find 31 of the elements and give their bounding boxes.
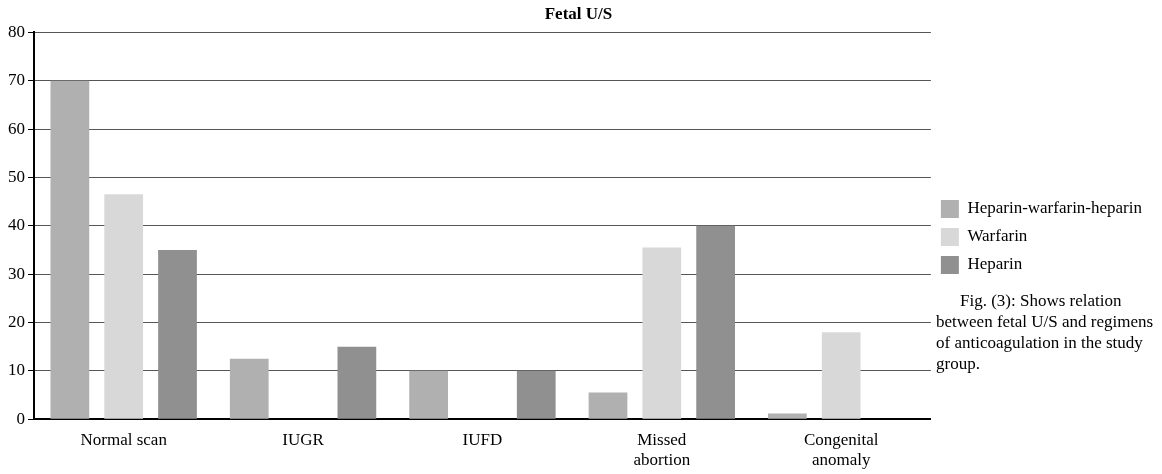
bar: [409, 370, 448, 419]
bar: [337, 346, 377, 419]
x-tick-label: Normal scan: [80, 429, 168, 449]
legend-label: Warfarin: [967, 226, 1028, 246]
y-tick-label: 70: [8, 70, 25, 90]
bar: [229, 358, 269, 419]
x-tick-label: Congenital anomaly: [803, 429, 879, 470]
x-tick-label: IUGR: [282, 429, 325, 449]
y-tick-label: 80: [8, 21, 25, 41]
y-tick-label: 40: [8, 215, 25, 235]
bar: [768, 413, 807, 419]
text: Fig. (3): Shows relation between fetal U/S and regimens of anticoagulation in the study group.: [936, 290, 1155, 374]
x-tick-label: Missed abortion: [633, 429, 691, 470]
bar: [588, 392, 628, 419]
y-tick-label: 10: [8, 360, 25, 380]
y-tick-label: 0: [16, 408, 25, 428]
y-tick-label: 60: [8, 118, 25, 138]
y-tick-label: 50: [8, 166, 25, 186]
y-tick-label: 30: [8, 263, 25, 283]
bar: [104, 194, 144, 419]
bar: [642, 247, 682, 419]
x-tick-label: IUFD: [462, 429, 503, 449]
bar: [50, 80, 90, 419]
y-tick-label: 20: [8, 311, 25, 331]
legend-label: Heparin: [967, 254, 1023, 274]
chart-title: Fetal U/S: [544, 3, 613, 23]
legend-label: Heparin-warfarin-heparin: [967, 198, 1143, 218]
bar: [821, 332, 861, 419]
bar: [516, 370, 556, 419]
bar: [158, 249, 197, 419]
bar: [696, 225, 735, 419]
